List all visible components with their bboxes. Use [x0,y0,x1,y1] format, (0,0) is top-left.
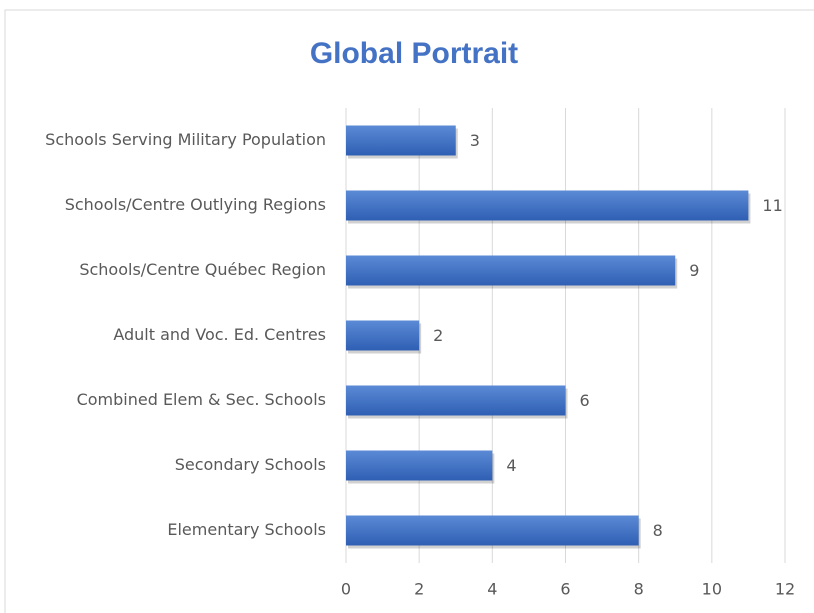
chart-border [4,9,814,613]
y-tick-label: Combined Elem & Sec. Schools [77,390,326,409]
bar [346,515,639,546]
x-tick-label: 2 [414,580,424,599]
x-tick-label: 0 [341,580,351,599]
bar [346,385,566,416]
bar [346,255,676,286]
bar [346,450,493,481]
value-label: 9 [689,261,699,280]
y-tick-label: Schools/Centre Outlying Regions [65,195,326,214]
value-label: 6 [580,391,590,410]
x-tick-label: 10 [702,580,722,599]
value-label: 3 [470,131,480,150]
x-tick-label: 8 [634,580,644,599]
y-tick-label: Adult and Voc. Ed. Centres [113,325,326,344]
value-label: 8 [653,521,663,540]
bar [346,320,420,351]
value-label: 2 [433,326,443,345]
value-label: 4 [506,456,516,475]
bar [346,125,456,156]
chart-title: Global Portrait [310,37,518,70]
y-tick-label: Secondary Schools [175,455,326,474]
x-tick-label: 12 [775,580,795,599]
y-tick-label: Elementary Schools [167,520,326,539]
bar [346,190,749,221]
x-tick-label: 4 [487,580,497,599]
x-tick-label: 6 [560,580,570,599]
y-tick-label: Schools/Centre Québec Region [79,260,326,279]
y-tick-label: Schools Serving Military Population [45,130,326,149]
value-label: 11 [762,196,782,215]
